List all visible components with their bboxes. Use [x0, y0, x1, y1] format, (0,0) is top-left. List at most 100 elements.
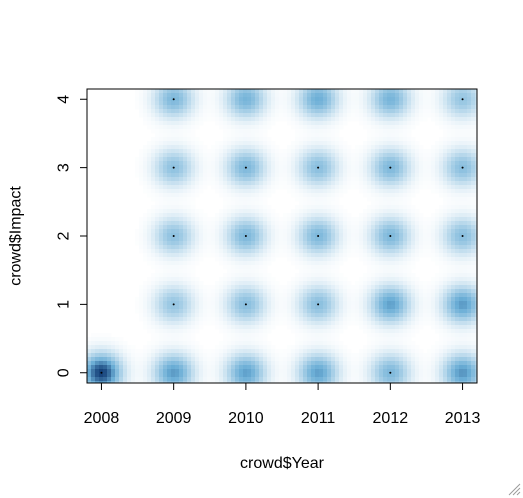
- density-cell: [255, 109, 260, 114]
- density-cell: [187, 109, 192, 114]
- density-cell: [151, 205, 156, 210]
- density-cell: [387, 201, 392, 206]
- density-cell: [139, 293, 144, 298]
- density-cell: [339, 297, 344, 302]
- density-cell: [399, 209, 404, 214]
- density-cell: [339, 293, 344, 298]
- density-cell: [191, 93, 196, 98]
- density-cell: [303, 229, 308, 234]
- density-cell: [375, 309, 380, 314]
- density-cell: [315, 269, 320, 274]
- density-cell: [199, 345, 204, 350]
- density-cell: [255, 157, 260, 162]
- density-cell: [427, 249, 432, 254]
- density-cell: [343, 185, 348, 190]
- density-cell: [163, 341, 168, 346]
- density-cell: [271, 281, 276, 286]
- density-cell: [143, 257, 148, 262]
- density-cell: [295, 197, 300, 202]
- density-cell: [475, 293, 477, 298]
- density-cell: [395, 101, 400, 106]
- density-cell: [191, 149, 196, 154]
- density-cell: [343, 149, 348, 154]
- density-cell: [371, 133, 376, 138]
- density-cell: [235, 185, 240, 190]
- density-cell: [427, 93, 432, 98]
- density-cell: [267, 221, 272, 226]
- density-cell: [263, 145, 268, 150]
- density-cell: [271, 241, 276, 246]
- density-cell: [163, 325, 168, 330]
- density-cell: [343, 317, 348, 322]
- density-cell: [443, 261, 448, 266]
- density-cell: [419, 169, 424, 174]
- density-cell: [475, 105, 477, 110]
- density-cell: [239, 329, 244, 334]
- density-cell: [163, 293, 168, 298]
- density-cell: [203, 161, 208, 166]
- density-cell: [307, 321, 312, 326]
- density-cell: [399, 305, 404, 310]
- density-cell: [275, 253, 280, 258]
- density-cell: [287, 317, 292, 322]
- density-cell: [219, 297, 224, 302]
- density-cell: [231, 305, 236, 310]
- density-cell: [91, 333, 96, 338]
- density-cell: [375, 109, 380, 114]
- density-cell: [423, 229, 428, 234]
- density-cell: [259, 257, 264, 262]
- density-cell: [187, 221, 192, 226]
- density-cell: [375, 237, 380, 242]
- density-cell: [403, 189, 408, 194]
- density-cell: [363, 101, 368, 106]
- density-cell: [155, 225, 160, 230]
- density-cell: [407, 341, 412, 346]
- density-cell: [295, 293, 300, 298]
- density-cell: [331, 329, 336, 334]
- density-cell: [263, 217, 268, 222]
- density-cell: [387, 297, 392, 302]
- density-cell: [259, 221, 264, 226]
- density-cell: [415, 345, 420, 350]
- density-cell: [303, 165, 308, 170]
- density-cell: [395, 265, 400, 270]
- density-cell: [227, 221, 232, 226]
- density-cell: [147, 329, 152, 334]
- density-cell: [159, 317, 164, 322]
- density-cell: [171, 257, 176, 262]
- density-cell: [411, 181, 416, 186]
- density-cell: [303, 257, 308, 262]
- density-cell: [387, 261, 392, 266]
- density-cell: [379, 165, 384, 170]
- density-cell: [339, 141, 344, 146]
- density-cell: [363, 293, 368, 298]
- density-cell: [263, 141, 268, 146]
- density-cell: [235, 205, 240, 210]
- density-cell: [159, 161, 164, 166]
- density-cell: [211, 181, 216, 186]
- density-cell: [211, 285, 216, 290]
- density-cell: [183, 225, 188, 230]
- density-cell: [123, 345, 128, 350]
- density-cell: [251, 269, 256, 274]
- density-cell: [195, 173, 200, 178]
- density-cell: [271, 293, 276, 298]
- density-cell: [227, 309, 232, 314]
- density-cell: [467, 241, 472, 246]
- density-cell: [391, 333, 396, 338]
- density-cell: [455, 217, 460, 222]
- density-cell: [423, 313, 428, 318]
- density-cell: [259, 245, 264, 250]
- density-cell: [155, 185, 160, 190]
- density-cell: [367, 341, 372, 346]
- density-cell: [459, 189, 464, 194]
- density-cell: [419, 105, 424, 110]
- density-cell: [267, 293, 272, 298]
- density-cell: [395, 149, 400, 154]
- density-cell: [251, 141, 256, 146]
- density-cell: [379, 197, 384, 202]
- density-cell: [347, 321, 352, 326]
- density-cell: [287, 221, 292, 226]
- density-cell: [307, 133, 312, 138]
- density-cell: [303, 325, 308, 330]
